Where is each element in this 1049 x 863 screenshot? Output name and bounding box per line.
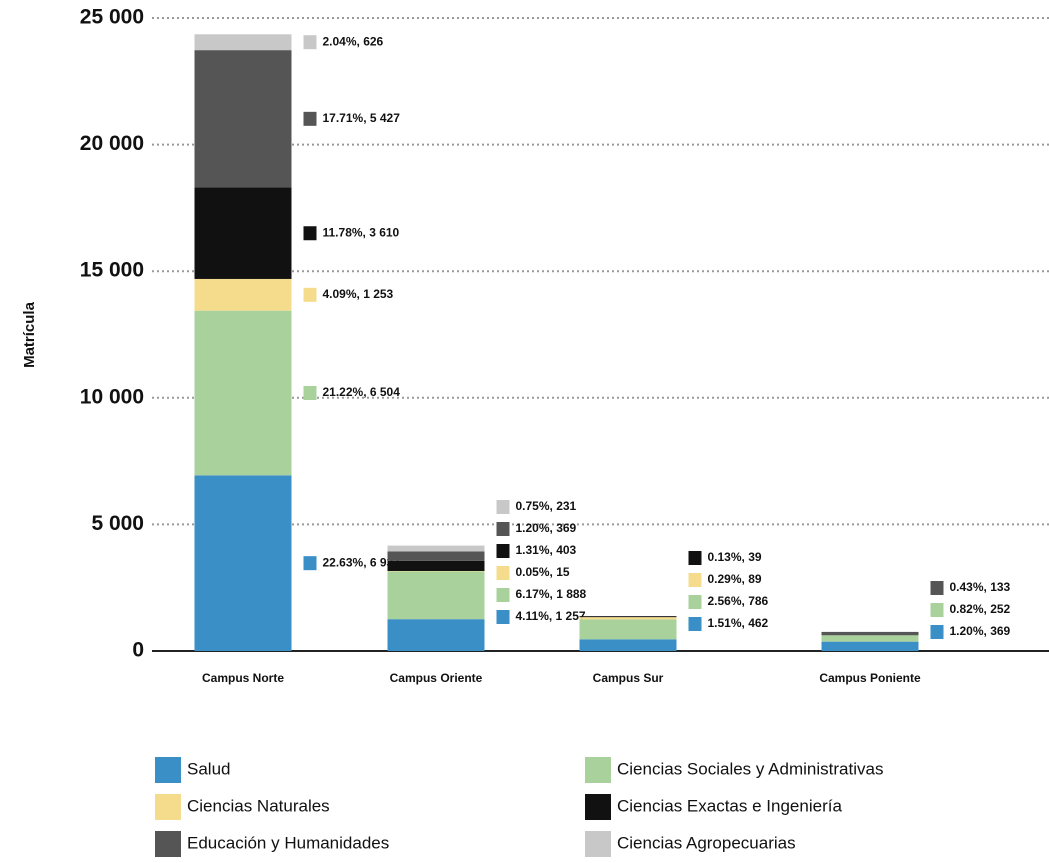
y-tick-label: 0 [132,639,144,662]
label-swatch [688,551,702,565]
x-tick-label: Campus Oriente [390,671,483,685]
value-label: 0.43%, 133 [950,580,1011,594]
bar-segment [387,571,485,620]
value-label: 0.29%, 89 [708,572,762,586]
label-swatch [303,287,317,302]
bar-segment [194,310,292,476]
label-swatch [688,573,702,587]
label-swatch [303,556,317,571]
value-label: 0.05%, 15 [516,565,570,579]
value-label: 1.31%, 403 [516,543,577,557]
legend-label: Ciencias Exactas e Ingeniería [617,796,842,815]
label-swatch [496,588,510,602]
y-tick-label: 10 000 [80,385,144,408]
x-tick-label: Campus Sur [593,671,664,685]
value-label: 0.82%, 252 [950,602,1011,616]
value-label: 0.13%, 39 [708,550,762,564]
bar-segment [579,619,677,640]
value-label: 22.63%, 6 937 [323,555,401,569]
x-tick-label: Campus Norte [202,671,284,685]
value-label: 17.71%, 5 427 [323,111,401,125]
legend-swatch [155,757,181,783]
legend-swatch [155,794,181,820]
bar-segment [387,619,485,651]
value-label: 6.17%, 1 888 [516,587,587,601]
label-swatch [496,566,510,580]
value-label: 2.56%, 786 [708,594,769,608]
label-swatch [303,386,317,401]
legend-label: Educación y Humanidades [187,833,389,852]
label-swatch [930,603,944,617]
label-swatch [496,522,510,536]
bar-segment [579,617,677,620]
x-tick-label: Campus Poniente [819,671,921,685]
value-label: 4.09%, 1 253 [323,287,394,301]
value-label: 21.22%, 6 504 [323,385,401,399]
label-swatch [688,617,702,631]
legend-label: Ciencias Agropecuarias [617,833,796,852]
y-tick-label: 5 000 [91,512,144,535]
value-label: 1.20%, 369 [516,521,577,535]
label-swatch [303,35,317,50]
bar-segment [579,639,677,651]
bar-segment [387,545,485,552]
label-swatch [930,581,944,595]
bar-segment [579,616,677,618]
legend-label: Ciencias Sociales y Administrativas [617,759,883,778]
label-swatch [303,226,317,241]
legend-swatch [155,831,181,857]
label-swatch [496,610,510,624]
y-tick-label: 20 000 [80,132,144,155]
bar-segment [821,635,919,642]
label-swatch [496,500,510,514]
legend-swatch [585,794,611,820]
value-label: 4.11%, 1 257 [516,609,586,623]
label-swatch [688,595,702,609]
legend-label: Ciencias Naturales [187,796,330,815]
bar-segment [821,631,919,636]
bar-segment [821,641,919,651]
legend-swatch [585,831,611,857]
y-tick-label: 15 000 [80,259,144,282]
value-label: 11.78%, 3 610 [323,225,400,239]
bar-segment [194,475,292,651]
bar-segment [387,551,485,561]
legend-label: Salud [187,759,230,778]
label-swatch [930,625,944,639]
legend-swatch [585,757,611,783]
bar-segment [194,50,292,188]
value-label: 1.51%, 462 [708,616,769,630]
value-label: 1.20%, 369 [950,624,1011,638]
label-swatch [303,111,317,126]
bar-segment [194,278,292,311]
y-axis-label: Matrícula [21,301,38,368]
label-swatch [496,544,510,558]
y-tick-label: 25 000 [80,6,144,29]
bar-segment [194,34,292,51]
bar-segment [387,560,485,571]
bar-segment [194,187,292,279]
value-label: 2.04%, 626 [323,34,384,48]
value-label: 0.75%, 231 [516,499,577,513]
